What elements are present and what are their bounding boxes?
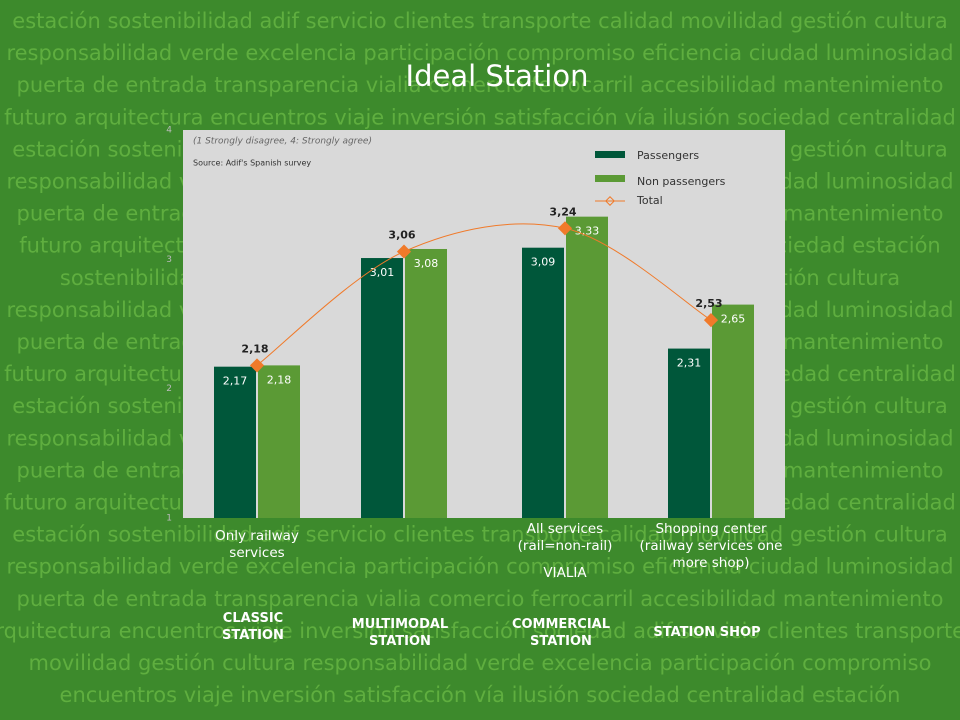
station-label: STATION SHOP <box>653 625 761 640</box>
legend-swatch <box>595 151 625 158</box>
bar-label: 3,33 <box>575 225 600 238</box>
bar <box>361 258 403 518</box>
bar <box>712 304 754 518</box>
background-words: futuro arquitectura encuentros viaje inv… <box>0 619 960 643</box>
y-tick-label: 1 <box>166 514 172 524</box>
bar <box>522 247 564 518</box>
bar-label: 3,09 <box>531 256 556 269</box>
bar <box>668 348 710 518</box>
annotation: VIALIA <box>543 565 587 581</box>
bar <box>566 216 608 519</box>
total-marker <box>396 244 412 259</box>
total-marker <box>557 221 573 236</box>
x-tick-label: Shopping center (railway services one mo… <box>639 521 783 571</box>
bar <box>258 365 300 518</box>
bar-label: 3,01 <box>370 266 395 279</box>
background-words: responsabilidad verde excelencia partici… <box>6 555 953 579</box>
legend-swatch <box>595 175 625 182</box>
station-label: MULTIMODAL STATION <box>351 617 449 649</box>
background-words: futuro arquitectura encuentros viaje inv… <box>4 105 956 129</box>
total-label: 3,24 <box>549 205 576 218</box>
x-tick-label: All services (rail=non-rail) <box>517 521 613 554</box>
bar-label: 2,18 <box>267 373 292 386</box>
station-label: CLASSIC STATION <box>222 611 284 643</box>
bar-label: 2,17 <box>223 375 248 388</box>
legend-marker <box>605 196 615 206</box>
chart-title: Ideal Station <box>406 59 589 93</box>
legend-label: Non passengers <box>637 175 726 188</box>
y-tick-label: 2 <box>166 384 172 394</box>
legend-label: Total <box>636 194 663 207</box>
subtitle: (1 Strongly disagree, 4: Strongly agree) <box>193 137 372 147</box>
background-words: movilidad gestión cultura responsabilida… <box>29 651 932 675</box>
total-marker <box>249 358 265 373</box>
background-words: estación sostenibilidad adif servicio cl… <box>12 523 947 547</box>
bar-label: 3,08 <box>414 257 439 270</box>
background-words: encuentros viaje inversión satisfacción … <box>60 683 901 707</box>
station-label: COMMERCIAL STATION <box>511 617 611 649</box>
background-words: responsabilidad verde excelencia partici… <box>6 41 953 65</box>
y-tick-label: 3 <box>166 255 172 265</box>
source: Source: Adif's Spanish survey <box>193 159 311 168</box>
background-words: puerta de entrada transparencia vialia c… <box>17 587 944 611</box>
bar <box>214 366 256 518</box>
bar-label: 2,65 <box>721 313 746 326</box>
total-line <box>256 223 712 366</box>
total-label: 3,06 <box>388 229 415 242</box>
total-marker <box>703 313 719 328</box>
background-words: estación sostenibilidad adif servicio cl… <box>12 9 947 33</box>
bar <box>405 248 447 518</box>
total-label: 2,53 <box>695 297 722 310</box>
legend-label: Passengers <box>637 149 699 162</box>
total-label: 2,18 <box>241 342 268 355</box>
background-words: puerta de entrada transparencia vialia c… <box>17 73 944 97</box>
y-tick-label: 4 <box>166 126 172 136</box>
x-tick-label: Only railway services <box>215 528 299 561</box>
bar-label: 2,31 <box>677 357 702 370</box>
